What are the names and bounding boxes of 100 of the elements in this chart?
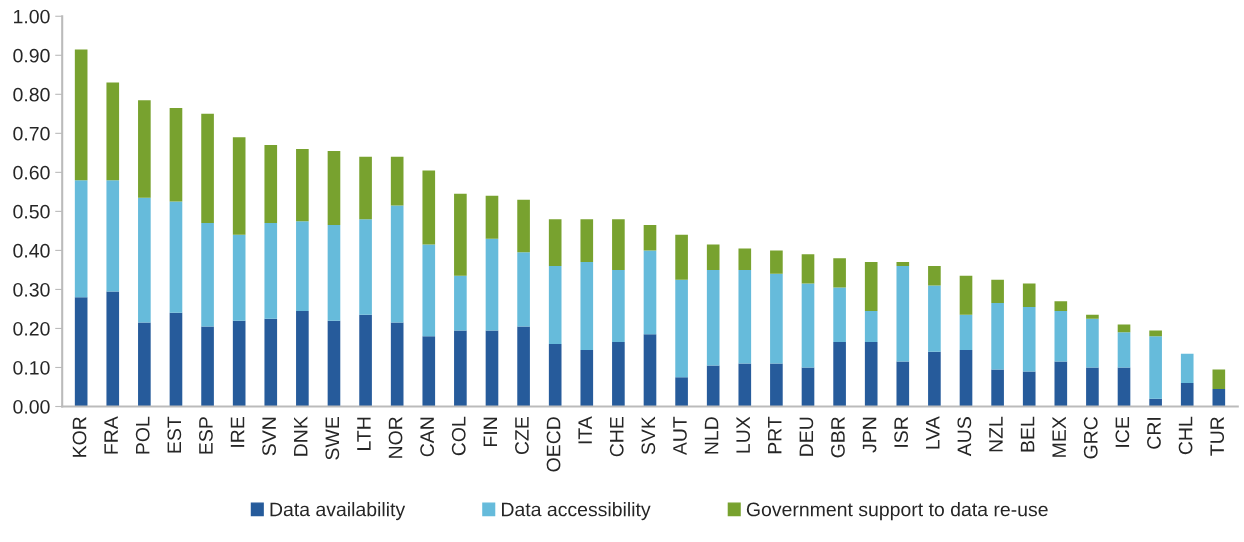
bar <box>74 297 88 407</box>
bar <box>675 234 688 280</box>
bar <box>1149 336 1162 399</box>
bar <box>201 113 214 224</box>
bar <box>1149 330 1162 337</box>
x-tick-label: LVA <box>926 416 940 449</box>
x-tick-label: OECD <box>546 417 561 472</box>
bar <box>264 318 278 407</box>
bar <box>1086 367 1099 407</box>
bar <box>548 266 562 345</box>
bar <box>422 170 436 245</box>
bar <box>138 100 151 198</box>
bar <box>612 269 625 343</box>
bar <box>327 225 341 321</box>
y-tick-label: 0.60 <box>13 165 50 180</box>
bar <box>928 351 941 407</box>
bar <box>991 369 1004 407</box>
x-tick-label: ESP <box>199 417 213 454</box>
bar <box>359 314 372 407</box>
bar <box>928 266 941 286</box>
bar <box>896 361 910 407</box>
bar <box>959 349 973 407</box>
x-tick-label: GBR <box>831 417 845 458</box>
bar <box>74 49 88 181</box>
y-tick-label: 0.00 <box>13 399 50 414</box>
bar <box>390 156 404 206</box>
bar <box>169 312 183 407</box>
bar <box>643 225 657 251</box>
bar <box>548 219 562 267</box>
x-tick-label: MEX <box>1052 416 1066 457</box>
bar <box>991 279 1004 304</box>
bar <box>1117 332 1131 368</box>
bar <box>454 275 467 331</box>
bar <box>896 262 910 267</box>
y-tick-label: 0.40 <box>13 243 50 258</box>
y-tick-label: 0.20 <box>13 321 50 336</box>
x-tick-label: SVK <box>641 416 656 455</box>
bar <box>296 148 309 222</box>
bar <box>106 291 120 407</box>
y-tick-label: 0.90 <box>13 48 50 63</box>
bar <box>1086 314 1099 319</box>
bar <box>327 320 341 407</box>
bar <box>359 156 372 220</box>
bar <box>327 150 341 226</box>
bar <box>201 223 214 327</box>
bar <box>738 248 752 270</box>
bar <box>801 254 815 284</box>
bar <box>580 262 594 350</box>
bar <box>296 310 309 407</box>
x-tick-label: JPN <box>862 417 877 453</box>
x-tick-label: COL <box>451 416 466 456</box>
x-tick-label: POL <box>135 416 150 454</box>
bar <box>1180 353 1194 384</box>
x-tick-label: DNK <box>294 416 308 456</box>
bar <box>517 199 530 253</box>
bar <box>770 363 783 407</box>
x-tick-label: NZL <box>989 416 1003 452</box>
x-tick-label: SWE <box>325 417 340 460</box>
x-tick-label: BEL <box>1020 416 1035 452</box>
bar <box>738 363 752 407</box>
y-tick-label: 0.30 <box>13 282 50 297</box>
bar <box>296 221 309 311</box>
y-tick-label: 1.00 <box>14 9 50 24</box>
bar <box>770 273 783 364</box>
x-tick-label: KOR <box>72 417 87 457</box>
bar <box>801 367 815 407</box>
x-tick-label: TUR <box>1210 417 1225 456</box>
bar <box>548 344 562 407</box>
bar <box>643 250 657 335</box>
bar <box>201 326 214 407</box>
y-tick-label: 0.80 <box>13 87 50 102</box>
bar <box>454 193 467 276</box>
bar <box>612 342 625 407</box>
x-tick-label: CAN <box>420 417 434 457</box>
bar <box>833 258 846 288</box>
bar <box>390 322 404 407</box>
bar <box>1117 367 1131 407</box>
bar <box>1054 361 1068 407</box>
bar <box>485 330 499 407</box>
x-tick-label: NOR <box>388 417 403 458</box>
y-tick-label: 0.50 <box>13 204 50 219</box>
legend-label: Data availability <box>270 502 406 521</box>
bar <box>706 269 720 366</box>
bar <box>422 244 436 337</box>
bar <box>1022 283 1036 307</box>
bar <box>706 365 720 407</box>
bar <box>232 234 246 321</box>
bar <box>232 137 246 235</box>
bar <box>517 326 530 407</box>
x-tick-label: NLD <box>704 417 719 454</box>
bar <box>959 275 973 315</box>
bar <box>485 238 499 331</box>
bar <box>138 197 151 323</box>
bar <box>264 223 278 319</box>
bar <box>991 303 1004 370</box>
legend-label: Data accessibility <box>502 502 651 521</box>
x-tick-label: ISR <box>894 417 909 447</box>
bar <box>580 349 594 407</box>
y-tick-label: 0.70 <box>13 126 50 141</box>
bar <box>359 219 372 315</box>
